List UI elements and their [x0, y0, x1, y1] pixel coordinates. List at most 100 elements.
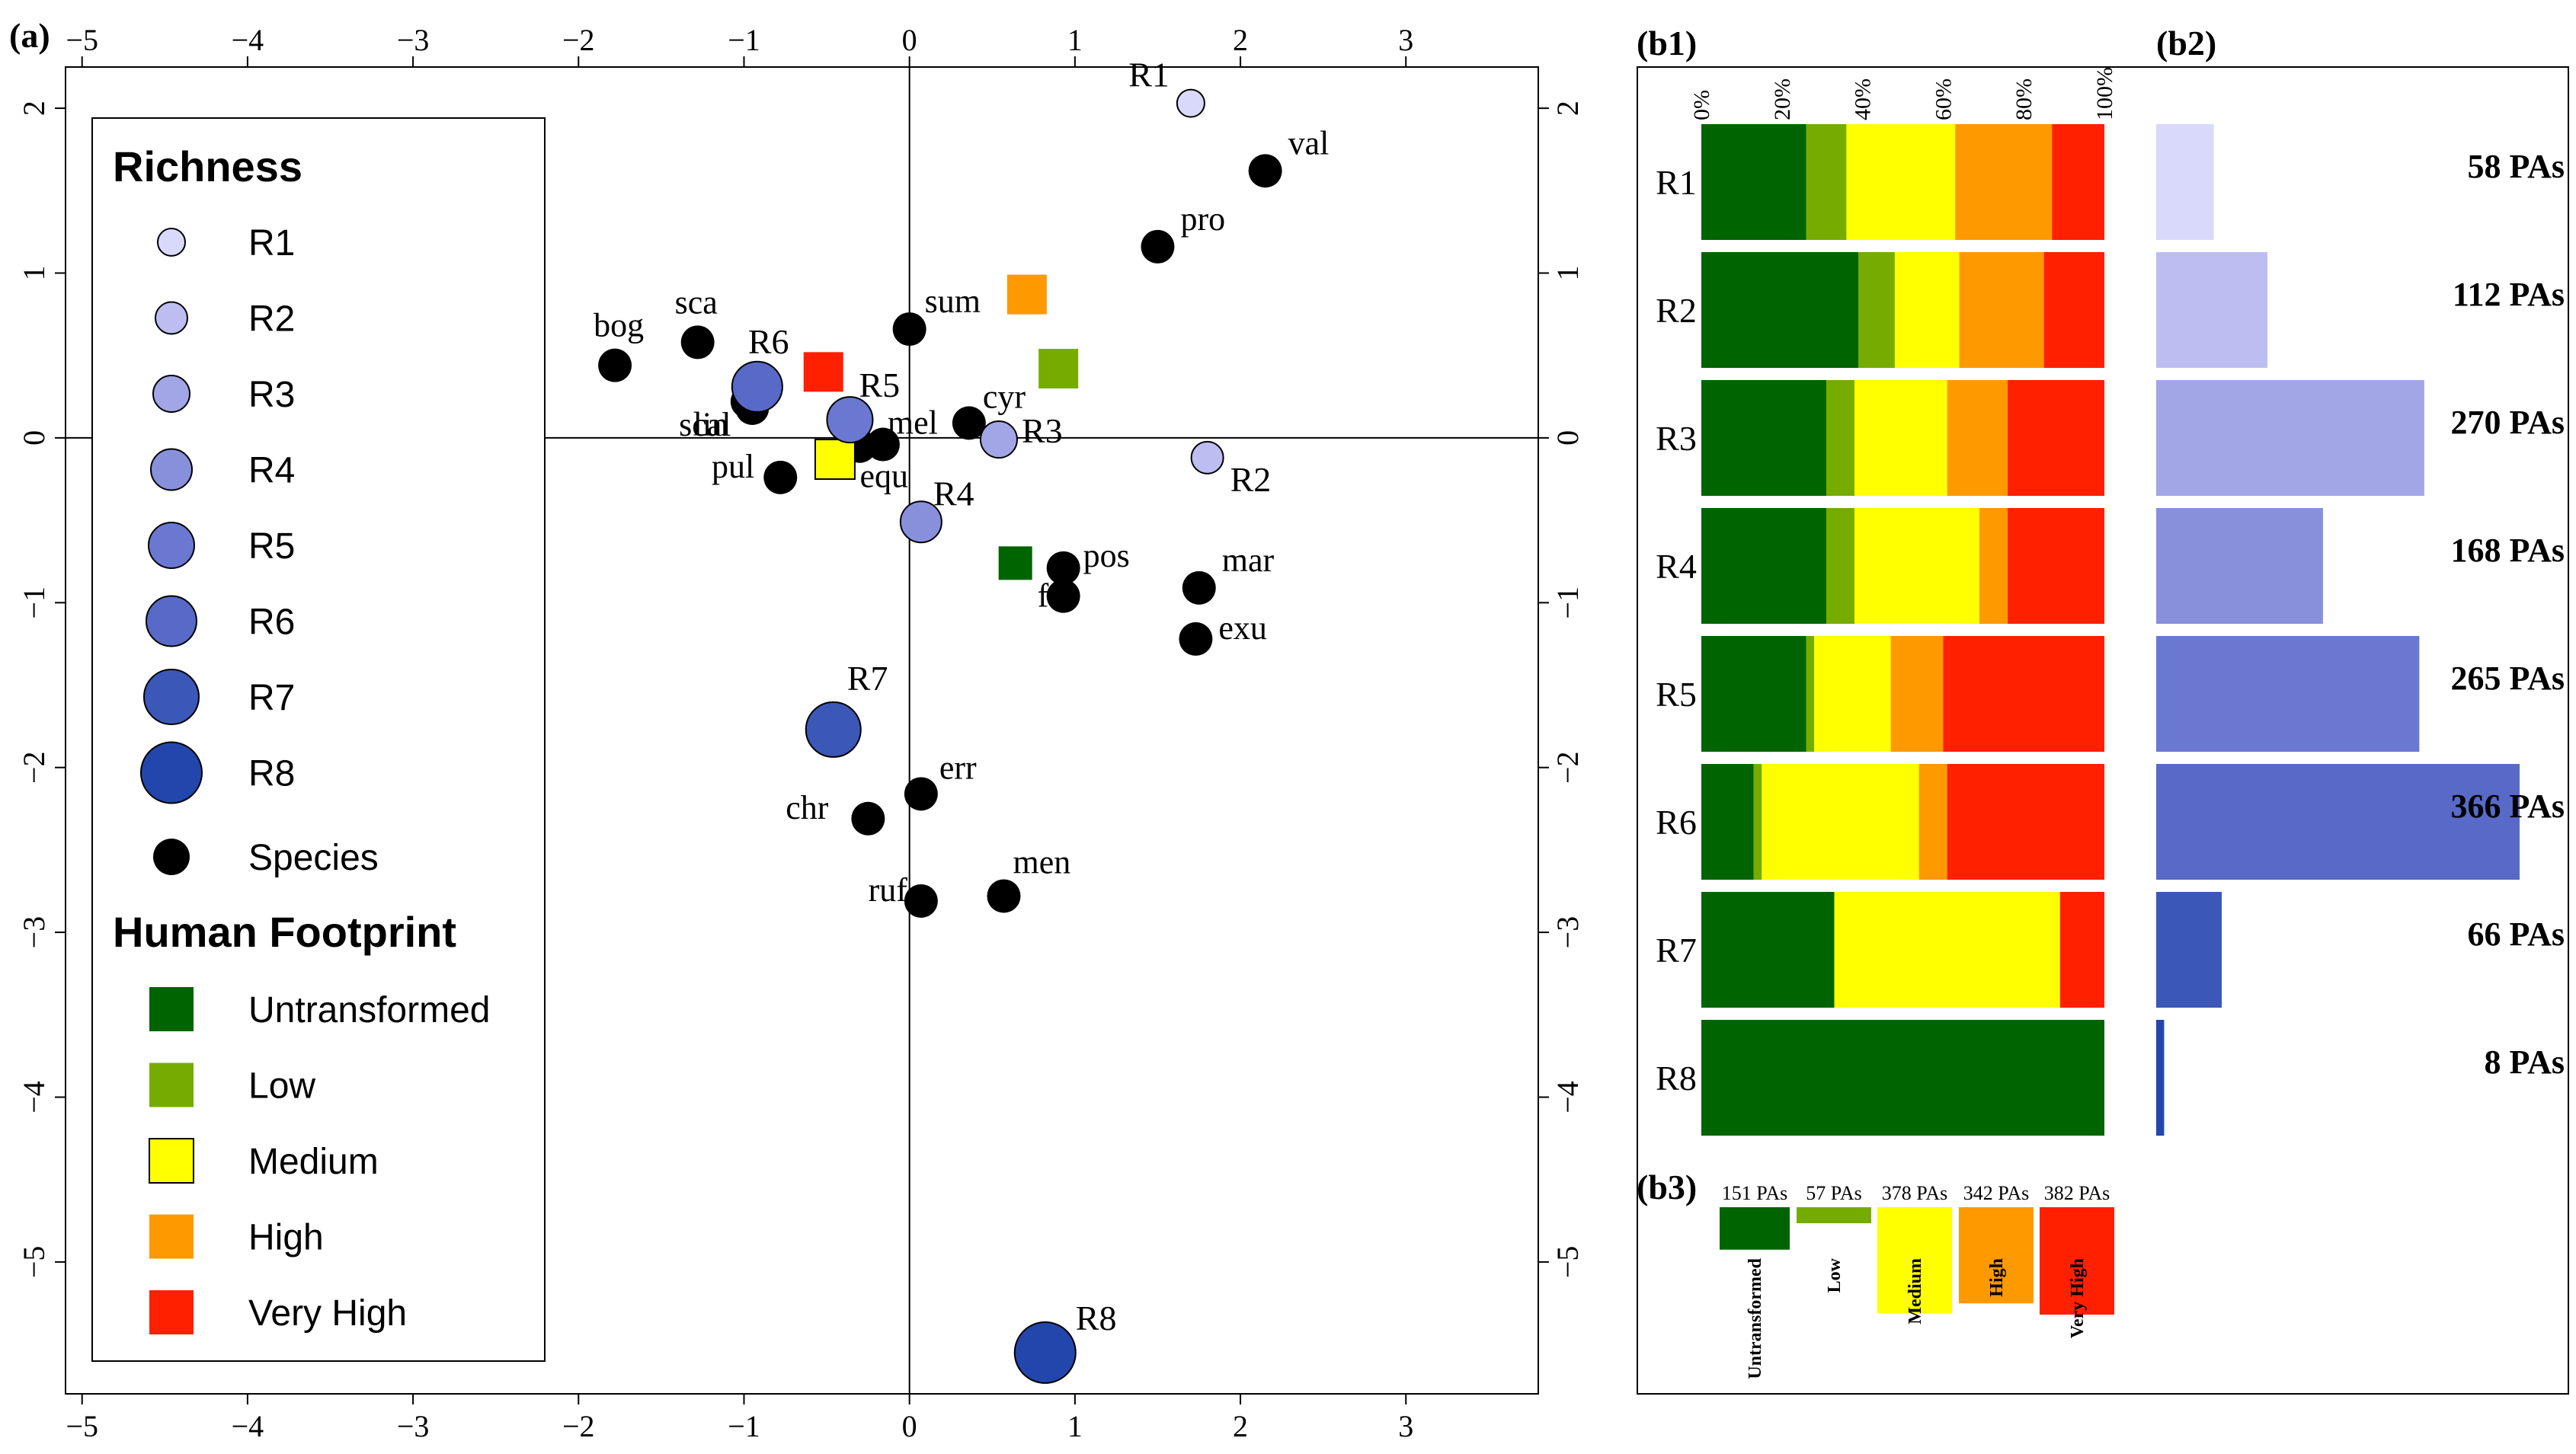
- plot-frame: [65, 66, 1539, 1395]
- species-label-ruf: ruf: [869, 871, 908, 909]
- b3-category-label: Very High: [2068, 1258, 2088, 1338]
- b1-category-R8: R8: [1656, 1059, 1697, 1098]
- x-tick-label-top: 3: [1398, 23, 1413, 57]
- species-point-exu: [1179, 622, 1213, 656]
- b1-segment-R2-medium: [1894, 252, 1960, 368]
- b3-bar-medium: [1877, 1207, 1952, 1314]
- y-tick-label-right: 1: [1550, 265, 1585, 280]
- species-label-cyr: cyr: [983, 378, 1026, 415]
- footprint-point-high: [1006, 274, 1047, 315]
- richness-point-R6: [731, 360, 783, 413]
- richness-point-R7: [805, 701, 862, 758]
- legend-footprint-label-untransformed: Untransformed: [248, 990, 490, 1031]
- b2-bar-R5: [2156, 636, 2420, 752]
- b3-bar-high: [1959, 1207, 2034, 1304]
- legend-title-footprint: Human Footprint: [113, 908, 456, 956]
- b3-category-label: Untransformed: [1746, 1257, 1765, 1379]
- b1-segment-R7-very-high: [2059, 892, 2104, 1008]
- b1-tick-label: 60%: [1931, 78, 1956, 120]
- x-tick-label-top: 1: [1067, 23, 1083, 57]
- b3-bar-low: [1797, 1207, 1871, 1224]
- y-tick-label-right: −5: [1550, 1246, 1585, 1279]
- b1-tick-label: 100%: [2092, 67, 2117, 120]
- b1-segment-R2-untransformed: [1701, 252, 1859, 368]
- footprint-point-low: [1038, 349, 1079, 389]
- richness-point-R4: [899, 500, 942, 544]
- legend-richness-label-R8: R8: [248, 754, 295, 794]
- b1-segment-R2-very-high: [2043, 252, 2104, 368]
- legend-richness-symbol-R5: [148, 522, 195, 569]
- legend-richness-symbol-R1: [157, 228, 186, 257]
- richness-point-R8: [1013, 1321, 1077, 1384]
- species-label-sca: sca: [675, 283, 718, 321]
- species-point-pro: [1141, 229, 1175, 264]
- species-point-pul: [763, 460, 798, 494]
- species-label-sum: sum: [925, 283, 981, 320]
- b3-value-label: 378 PAs: [1882, 1182, 1947, 1204]
- b2-value-label-R5: 265 PAs: [2450, 660, 2565, 697]
- legend-richness-symbol-R3: [152, 375, 190, 413]
- species-label-chr: chr: [786, 789, 829, 826]
- b1-segment-R3-medium: [1854, 380, 1947, 496]
- richness-label-R5: R5: [859, 366, 900, 404]
- x-tick-label-bottom: −1: [728, 1409, 760, 1443]
- legend-footprint-label-medium: Medium: [248, 1142, 379, 1182]
- panel-a-label: (a): [9, 16, 50, 55]
- x-tick-label-bottom: −2: [562, 1409, 595, 1443]
- footprint-point-very-high: [803, 352, 843, 392]
- legend-footprint-symbol-medium: [149, 1138, 194, 1184]
- panel-b2-label: (b2): [2156, 24, 2216, 62]
- b2-value-label-R6: 366 PAs: [2450, 788, 2565, 825]
- b1-segment-R2-high: [1959, 252, 2044, 368]
- legend-richness-symbol-R8: [140, 741, 203, 804]
- y-tick-label-right: −4: [1550, 1081, 1585, 1114]
- legend-footprint-symbol-high: [149, 1214, 194, 1259]
- b1-segment-R4-low: [1826, 508, 1855, 624]
- species-point-ruf: [904, 884, 938, 918]
- species-point-val: [1248, 154, 1282, 188]
- b2-bar-R7: [2156, 892, 2222, 1008]
- legend-richness-label-R7: R7: [248, 678, 295, 718]
- x-tick-label-bottom: 1: [1067, 1409, 1083, 1443]
- legend-footprint-symbol-untransformed: [149, 987, 194, 1031]
- b2-bar-R6: [2156, 764, 2520, 880]
- b2-bar-R2: [2156, 252, 2267, 368]
- species-label-exu: exu: [1218, 609, 1267, 647]
- legend-richness-label-R4: R4: [248, 451, 295, 491]
- species-label-lin: lin: [693, 405, 728, 443]
- b1-segment-R4-medium: [1854, 508, 1980, 624]
- species-label-mel: mel: [888, 404, 938, 442]
- b2-value-label-R3: 270 PAs: [2450, 404, 2565, 441]
- b1-segment-R6-medium: [1762, 764, 1919, 880]
- y-tick-label-left: 1: [17, 265, 51, 280]
- b2-value-label-R7: 66 PAs: [2467, 916, 2565, 953]
- b1-segment-R3-low: [1826, 380, 1855, 496]
- b3-bar-untransformed: [1720, 1207, 1790, 1250]
- x-tick-label-top: 0: [902, 23, 917, 57]
- species-label-mar: mar: [1222, 542, 1275, 579]
- x-tick-label-bottom: 3: [1398, 1409, 1413, 1443]
- b2-value-label-R2: 112 PAs: [2453, 276, 2565, 313]
- richness-label-R7: R7: [847, 659, 888, 698]
- y-tick-label-right: −2: [1550, 751, 1585, 784]
- b1-segment-R5-low: [1806, 636, 1815, 752]
- panel-b1-label: (b1): [1637, 24, 1697, 62]
- b3-value-label: 382 PAs: [2044, 1182, 2110, 1204]
- b1-tick-label: 80%: [2011, 78, 2037, 120]
- richness-label-R8: R8: [1076, 1299, 1117, 1337]
- species-label-pul: pul: [712, 448, 754, 485]
- species-point-cyr: [952, 406, 986, 440]
- richness-label-R4: R4: [933, 474, 974, 513]
- panel-b3-bars: (b3) 151 PAs Untransformed 57 PAs Low 378 PA…: [1637, 1168, 2114, 1379]
- species-label-val: val: [1288, 124, 1330, 161]
- y-tick-label-right: −3: [1550, 916, 1585, 949]
- y-tick-label-left: −3: [17, 916, 51, 949]
- b1-tick-label: 40%: [1851, 78, 1876, 120]
- b1-segment-R1-very-high: [2052, 124, 2104, 240]
- x-tick-label-top: −3: [397, 23, 430, 57]
- b1-segment-R5-high: [1890, 636, 1944, 752]
- richness-point-R1: [1176, 88, 1205, 118]
- x-tick-label-top: −1: [728, 23, 760, 57]
- species-point-sca: [680, 325, 715, 360]
- b1-segment-R2-low: [1858, 252, 1895, 368]
